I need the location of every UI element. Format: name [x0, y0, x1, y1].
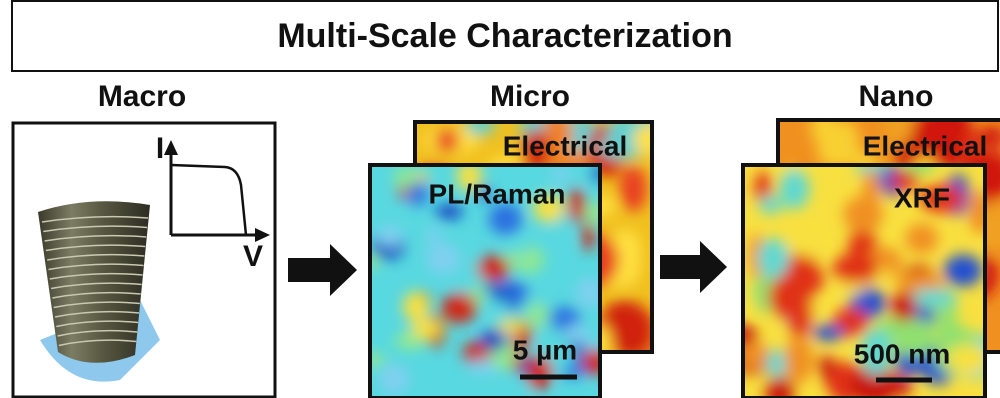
map-label: Electrical — [863, 130, 988, 161]
map-blob — [811, 109, 836, 145]
title: Multi-Scale Characterization — [277, 17, 732, 55]
map-label: PL/Raman — [429, 178, 566, 209]
map-blob — [411, 319, 442, 338]
map-blob — [394, 167, 417, 188]
map-blob — [817, 356, 833, 373]
map-label: XRF — [894, 182, 950, 213]
map-blob — [779, 169, 809, 209]
map-blob — [504, 252, 527, 266]
map-blob — [759, 196, 783, 214]
map-blob — [619, 165, 647, 211]
map-blob — [493, 301, 510, 319]
map-blob — [482, 329, 506, 350]
map-blob — [784, 336, 813, 384]
map-blob — [504, 291, 527, 304]
map-label: Electrical — [503, 130, 628, 161]
map-blob — [466, 113, 495, 136]
arrow — [288, 244, 357, 296]
panel-label: Nano — [859, 80, 934, 113]
axis-label: V — [243, 240, 263, 273]
map-blob — [561, 380, 580, 397]
map-blob — [469, 360, 497, 375]
scale-bar-label: 500 nm — [854, 338, 951, 369]
map-blob — [382, 363, 406, 395]
map-blob — [944, 255, 983, 287]
panel-label: Micro — [490, 80, 570, 113]
scale-bar-label: 5 µm — [513, 334, 577, 365]
map-blob — [891, 292, 917, 321]
map-blob — [905, 223, 938, 254]
page: Multi-Scale Characterization Macro Micro… — [0, 0, 1000, 398]
map-blob — [568, 188, 585, 223]
panel-label: Macro — [98, 80, 186, 113]
axis-label: I — [156, 132, 164, 165]
map-blob — [403, 292, 429, 322]
map-blob — [376, 225, 403, 247]
map-blob — [813, 325, 845, 341]
arrow — [660, 241, 727, 293]
figure: Multi-Scale Characterization Macro Micro… — [0, 0, 1000, 398]
map-blob — [435, 129, 459, 152]
map-blob — [546, 229, 569, 248]
map-blob — [757, 238, 789, 278]
map-blob — [497, 320, 525, 333]
map-blob — [843, 196, 883, 233]
map-blob — [426, 243, 460, 274]
map-blob — [832, 254, 879, 284]
map-blob — [910, 289, 957, 307]
map-blob — [582, 222, 595, 252]
map-blob — [442, 293, 477, 323]
map-blob — [526, 303, 548, 328]
map-blob — [426, 227, 441, 244]
